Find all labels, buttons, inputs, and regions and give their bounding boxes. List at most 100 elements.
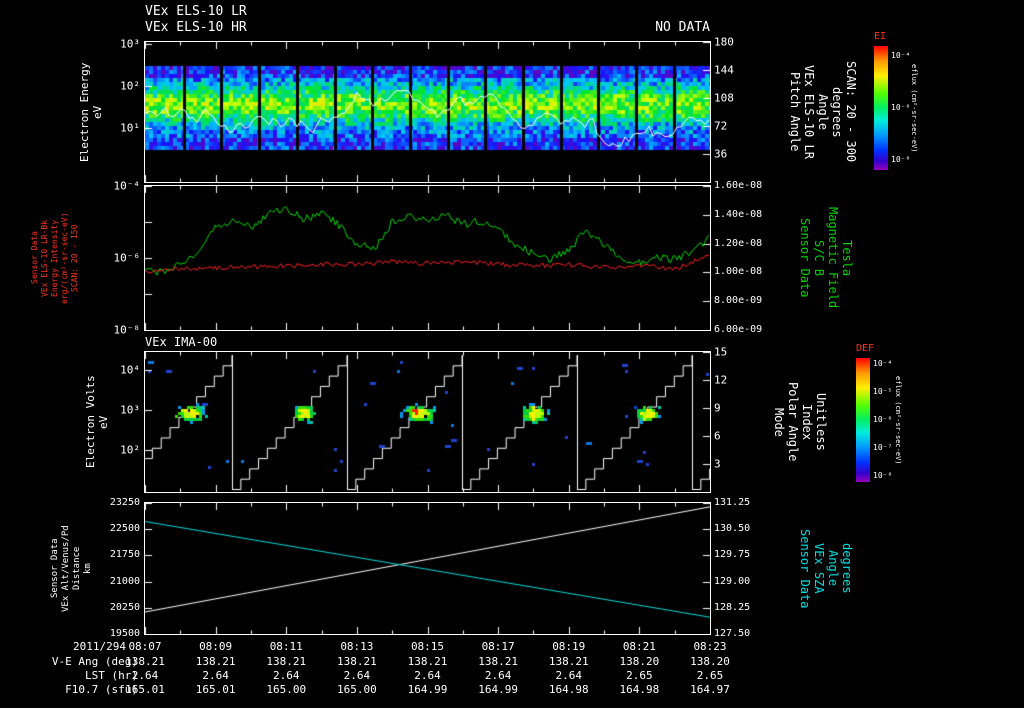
axis-tick-label: 10⁻⁶ bbox=[113, 251, 141, 265]
axis-tick-label: 10² bbox=[120, 79, 140, 93]
axis-tick-label: 20250 bbox=[109, 601, 140, 613]
axis-tick-label: 10⁻⁵ bbox=[873, 387, 893, 397]
axis-tick-label: 23250 bbox=[109, 497, 140, 508]
time-tick-label: 08:21 bbox=[622, 640, 656, 653]
footer-value: 138.21 bbox=[478, 655, 518, 668]
footer-value: 164.97 bbox=[690, 683, 730, 696]
footer-value: 138.21 bbox=[266, 655, 307, 668]
axis-label-line: Pitch Angle bbox=[788, 72, 802, 152]
axis-tick-label: 144 bbox=[714, 63, 734, 77]
footer-value: 138.21 bbox=[407, 655, 448, 668]
axis-label-line: VEx ELS-10 LR bbox=[802, 65, 816, 159]
ima-spectrogram-panel bbox=[144, 351, 711, 493]
axis-label-line: Sensor Data bbox=[798, 218, 812, 298]
footer-value: 2.64 bbox=[414, 669, 441, 682]
axis-tick-label: 1.40e-08 bbox=[714, 208, 763, 220]
axis-tick-label: 10⁻⁷ bbox=[873, 442, 893, 452]
colorbar-gradient bbox=[856, 358, 870, 482]
axis-tick-label: 129.00 bbox=[714, 575, 751, 587]
time-tick-label: 08:15 bbox=[410, 640, 445, 653]
bfield-axis-ticks: 1.60e-08 1.40e-08 1.20e-08 1.00e-08 8.00e-09… bbox=[714, 181, 776, 335]
axis-tick-label: 72 bbox=[714, 119, 728, 133]
footer-value: 2.65 bbox=[696, 669, 724, 682]
footer-value: 164.98 bbox=[548, 683, 589, 696]
axis-tick-label: 15 bbox=[714, 345, 728, 359]
axis-tick-label: 131.25 bbox=[714, 497, 751, 508]
time-tick-label: 08:23 bbox=[693, 640, 727, 653]
footer-value: 164.99 bbox=[407, 683, 448, 696]
axis-tick-label: 127.50 bbox=[714, 628, 751, 639]
els-energy-axis-ticks: 10³ 10² 10¹ bbox=[100, 38, 140, 182]
footer-row-label: LST (hr) bbox=[85, 669, 138, 682]
axis-label-line: Angle bbox=[826, 550, 840, 587]
bfield-right-axis-label: Sensor Data S/C B Magnetic Field Tesla bbox=[798, 186, 854, 330]
axis-label-line: degrees bbox=[840, 543, 854, 594]
date-label: 2011/294 bbox=[73, 640, 126, 653]
axis-tick-label: 10⁻⁴ bbox=[891, 50, 911, 60]
footer-value: 165.00 bbox=[266, 683, 307, 696]
footer-value: 2.64 bbox=[202, 669, 229, 682]
colorbar-gradient bbox=[874, 46, 888, 170]
axis-tick-label: 22500 bbox=[109, 523, 140, 535]
axis-tick-label: 129.75 bbox=[714, 549, 751, 561]
time-tick-label: 08:19 bbox=[552, 640, 586, 653]
footer-value: 2.64 bbox=[131, 669, 159, 682]
axis-tick-label: 10³ bbox=[120, 37, 140, 51]
plot-title-line1: VEx ELS-10 LR bbox=[145, 4, 247, 19]
axis-tick-label: 10⁻⁶ bbox=[891, 103, 911, 112]
axis-tick-label: 8.00e-09 bbox=[714, 295, 763, 307]
els-spectrogram-canvas bbox=[145, 42, 710, 182]
axis-tick-label: 10² bbox=[120, 443, 140, 457]
axis-tick-label: 19500 bbox=[109, 628, 140, 639]
axis-tick-label: 10⁻⁸ bbox=[891, 155, 911, 165]
footer-value: 138.21 bbox=[195, 655, 236, 668]
footer-row-label: V-E Ang (deg) bbox=[51, 655, 138, 668]
axis-tick-label: 130.50 bbox=[714, 523, 751, 535]
footer-value: 138.21 bbox=[125, 655, 165, 668]
plot-title-line2: VEx ELS-10 HR bbox=[145, 20, 247, 35]
els-right-axis-label: Pitch Angle VEx ELS-10 LR Angle degrees SCAN… bbox=[788, 42, 858, 182]
axis-label-line: degrees bbox=[830, 86, 844, 138]
ima-panel-title: VEx IMA-00 bbox=[145, 335, 218, 349]
footer-value: 138.21 bbox=[337, 655, 377, 668]
footer-value: 2.65 bbox=[626, 669, 653, 682]
ima-right-axis-label: Mode Polar Angle Index Unitless bbox=[772, 352, 828, 492]
ima-energy-axis-ticks: 10⁴ 10³ 10² bbox=[100, 352, 140, 492]
ephemeris-canvas bbox=[145, 503, 710, 634]
axis-tick-label: 10⁻⁴ bbox=[873, 359, 893, 369]
els-pitch-angle-axis-ticks: 180 144 108 72 36 bbox=[714, 37, 760, 182]
footer-value: 165.01 bbox=[195, 683, 236, 696]
axis-label-line: SCAN: 20 - 300 bbox=[844, 61, 858, 163]
bfield-intensity-panel bbox=[144, 185, 711, 331]
time-tick-label: 08:13 bbox=[340, 640, 374, 653]
footer-value: 164.99 bbox=[478, 683, 518, 696]
footer-value: 2.64 bbox=[555, 669, 583, 682]
axis-tick-label: 1.60e-08 bbox=[714, 180, 763, 191]
ima-spectrogram-canvas bbox=[145, 352, 710, 492]
axis-tick-label: 3 bbox=[714, 457, 721, 471]
axis-tick-label: 10³ bbox=[120, 403, 140, 417]
axis-tick-label: 10⁻⁸ bbox=[113, 323, 141, 337]
colorbar-ticks: 10⁻⁴ 10⁻⁶ 10⁻⁸ bbox=[891, 46, 935, 170]
axis-label-line: Unitless bbox=[814, 393, 828, 451]
axis-tick-label: 12 bbox=[714, 373, 728, 387]
colorbar-unit-label: eflux (cm²-sr-sec-eV) bbox=[894, 375, 902, 465]
axis-tick-label: 9 bbox=[714, 401, 721, 415]
axis-tick-label: 1.20e-08 bbox=[714, 237, 763, 249]
footer-value: 165.00 bbox=[337, 683, 377, 696]
axis-tick-label: 128.25 bbox=[714, 601, 751, 613]
axis-label-line: Tesla bbox=[840, 239, 854, 277]
axis-label-line: Mode bbox=[772, 407, 786, 437]
axis-label-line: Index bbox=[800, 403, 814, 441]
colorbar-title: EI bbox=[874, 31, 887, 42]
time-tick-label: 08:11 bbox=[269, 640, 303, 653]
axis-tick-label: 21750 bbox=[109, 549, 140, 561]
intensity-axis-ticks: 10⁻⁴ 10⁻⁶ 10⁻⁸ bbox=[100, 181, 141, 336]
footer-value: 2.64 bbox=[273, 669, 300, 682]
axis-tick-label: 10⁻⁶ bbox=[873, 415, 893, 424]
no-data-label: NO DATA bbox=[655, 20, 710, 35]
axis-tick-label: 180 bbox=[714, 35, 734, 49]
footer-value: 165.01 bbox=[125, 683, 165, 696]
